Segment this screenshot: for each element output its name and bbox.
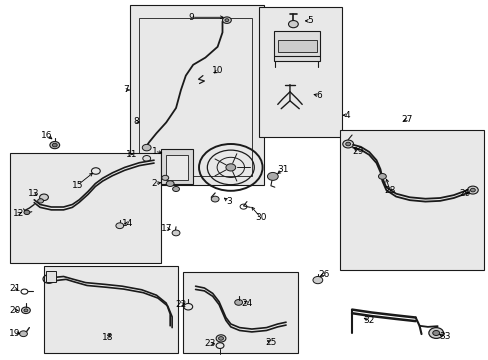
Circle shape	[267, 172, 278, 180]
Circle shape	[172, 230, 180, 236]
Text: 33: 33	[438, 332, 450, 341]
Text: 28: 28	[383, 186, 395, 194]
Text: 2: 2	[151, 179, 157, 188]
Text: 4: 4	[344, 111, 349, 120]
Circle shape	[21, 307, 30, 314]
Text: 21: 21	[9, 284, 20, 293]
Text: 32: 32	[363, 316, 374, 325]
Text: 29: 29	[351, 148, 363, 156]
Bar	[129, 5, 264, 185]
Circle shape	[211, 196, 219, 202]
Circle shape	[467, 186, 477, 194]
Text: 1: 1	[151, 147, 157, 156]
Bar	[277, 40, 316, 52]
Bar	[339, 130, 483, 270]
Text: 17: 17	[160, 224, 172, 233]
Text: 18: 18	[102, 333, 113, 342]
Text: 15: 15	[71, 181, 83, 190]
Circle shape	[20, 331, 27, 337]
Text: 6: 6	[316, 91, 322, 100]
Circle shape	[378, 174, 386, 179]
Bar	[46, 271, 56, 282]
Bar	[10, 153, 161, 263]
Circle shape	[224, 19, 228, 22]
Bar	[259, 7, 342, 137]
Circle shape	[116, 223, 123, 229]
Circle shape	[342, 140, 353, 148]
Circle shape	[38, 199, 43, 203]
Bar	[161, 149, 193, 184]
Text: 29: 29	[459, 189, 470, 198]
Text: 23: 23	[204, 339, 216, 348]
Circle shape	[234, 300, 242, 305]
Text: 8: 8	[133, 117, 139, 126]
Text: 20: 20	[9, 306, 20, 315]
Circle shape	[225, 164, 235, 171]
Circle shape	[222, 17, 231, 23]
Text: 22: 22	[175, 300, 186, 309]
Text: 14: 14	[122, 219, 134, 228]
Text: 9: 9	[188, 13, 194, 22]
Circle shape	[312, 276, 322, 284]
Text: 24: 24	[241, 299, 252, 307]
Circle shape	[216, 335, 225, 342]
Circle shape	[142, 144, 151, 151]
Bar	[44, 266, 178, 353]
Circle shape	[432, 330, 439, 336]
Text: 25: 25	[265, 338, 277, 347]
Text: 31: 31	[276, 165, 288, 174]
Bar	[183, 272, 298, 353]
Circle shape	[40, 194, 48, 201]
Text: 27: 27	[400, 115, 412, 124]
Circle shape	[166, 181, 174, 186]
Circle shape	[345, 142, 350, 146]
Text: 19: 19	[9, 328, 20, 338]
Bar	[166, 155, 188, 180]
Bar	[273, 31, 320, 61]
Text: 30: 30	[254, 213, 266, 222]
Text: 12: 12	[13, 209, 24, 218]
Circle shape	[142, 156, 150, 161]
Circle shape	[50, 141, 60, 149]
Text: 26: 26	[317, 270, 329, 279]
Circle shape	[469, 188, 474, 192]
Text: 10: 10	[211, 66, 223, 75]
Text: 11: 11	[126, 150, 138, 158]
Circle shape	[162, 175, 168, 180]
Circle shape	[428, 328, 443, 338]
Text: 16: 16	[41, 130, 53, 139]
Bar	[139, 18, 251, 176]
Circle shape	[172, 186, 179, 192]
Text: 5: 5	[306, 16, 312, 25]
Text: 13: 13	[27, 189, 39, 198]
Text: 3: 3	[225, 197, 231, 206]
Circle shape	[288, 21, 298, 28]
Text: 7: 7	[123, 85, 129, 94]
Circle shape	[24, 309, 28, 312]
Circle shape	[218, 337, 223, 340]
Circle shape	[24, 210, 30, 215]
Circle shape	[52, 143, 57, 147]
